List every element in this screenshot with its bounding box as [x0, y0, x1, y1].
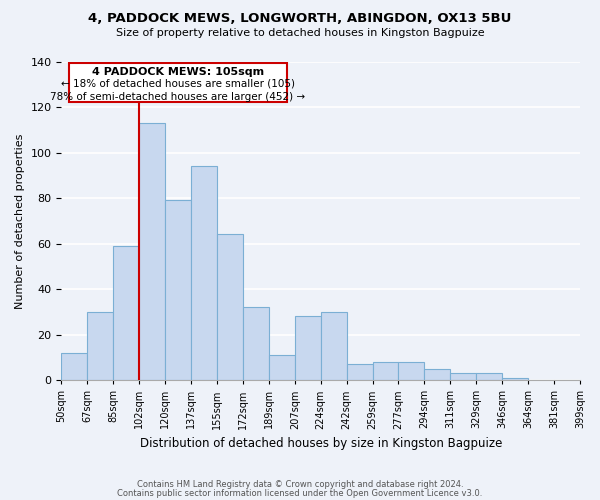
Text: Contains HM Land Registry data © Crown copyright and database right 2024.: Contains HM Land Registry data © Crown c… — [137, 480, 463, 489]
Bar — [113, 246, 139, 380]
Bar — [191, 166, 217, 380]
Bar — [217, 234, 243, 380]
Bar — [451, 374, 476, 380]
Text: Size of property relative to detached houses in Kingston Bagpuize: Size of property relative to detached ho… — [116, 28, 484, 38]
Text: 4 PADDOCK MEWS: 105sqm: 4 PADDOCK MEWS: 105sqm — [92, 66, 264, 76]
Bar — [165, 200, 191, 380]
Bar — [139, 123, 165, 380]
Text: 78% of semi-detached houses are larger (452) →: 78% of semi-detached houses are larger (… — [50, 92, 305, 102]
Bar — [476, 374, 502, 380]
Bar — [88, 312, 113, 380]
FancyBboxPatch shape — [68, 62, 287, 102]
Bar — [295, 316, 321, 380]
Text: 4, PADDOCK MEWS, LONGWORTH, ABINGDON, OX13 5BU: 4, PADDOCK MEWS, LONGWORTH, ABINGDON, OX… — [88, 12, 512, 26]
Bar — [502, 378, 528, 380]
Text: Contains public sector information licensed under the Open Government Licence v3: Contains public sector information licen… — [118, 488, 482, 498]
Bar — [347, 364, 373, 380]
Bar — [321, 312, 347, 380]
Y-axis label: Number of detached properties: Number of detached properties — [15, 133, 25, 308]
Bar — [61, 353, 88, 380]
X-axis label: Distribution of detached houses by size in Kingston Bagpuize: Distribution of detached houses by size … — [140, 437, 502, 450]
Bar — [243, 308, 269, 380]
Bar — [269, 355, 295, 380]
Text: ← 18% of detached houses are smaller (105): ← 18% of detached houses are smaller (10… — [61, 78, 295, 88]
Bar — [398, 362, 424, 380]
Bar — [424, 369, 451, 380]
Bar — [373, 362, 398, 380]
